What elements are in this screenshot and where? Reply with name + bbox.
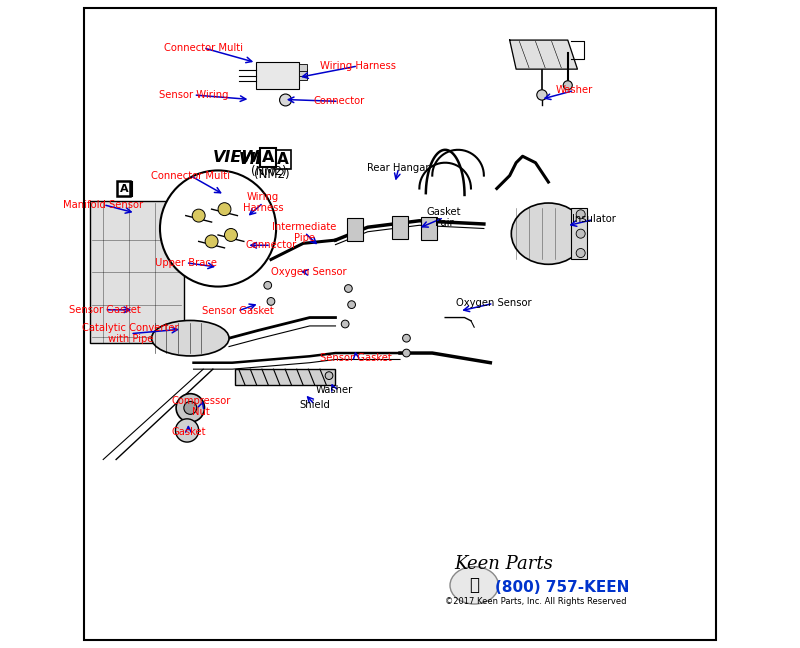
Bar [299,74,307,80]
Circle shape [176,394,205,422]
Text: Connector Multi: Connector Multi [164,43,242,53]
Text: Wiring Harness: Wiring Harness [320,61,396,71]
Circle shape [402,349,410,357]
Text: Connector Multi: Connector Multi [151,170,230,181]
Text: Catalytic Converter
with Pipe: Catalytic Converter with Pipe [82,323,178,345]
Circle shape [279,94,291,106]
Text: Connector: Connector [246,240,297,250]
Circle shape [205,235,218,248]
Bar [299,64,307,71]
Text: Sensor Gasket: Sensor Gasket [69,305,140,315]
Bar [90,202,184,343]
Text: Shield: Shield [299,400,330,410]
Text: VIEW: VIEW [239,152,283,167]
Text: (NM2): (NM2) [254,168,290,181]
Text: Washer: Washer [555,86,593,95]
Text: Gasket: Gasket [171,428,206,437]
Bar [299,69,307,76]
Ellipse shape [511,203,586,264]
Circle shape [576,249,585,257]
Text: Sensor Gasket: Sensor Gasket [202,306,274,316]
Text: Connector: Connector [313,97,364,106]
Circle shape [342,320,349,328]
Circle shape [325,372,333,380]
Circle shape [576,210,585,219]
Circle shape [218,203,231,216]
Text: Insulator: Insulator [572,214,615,224]
Text: Sensor Wiring: Sensor Wiring [158,90,228,100]
Bar [256,62,299,89]
Text: VIEW: VIEW [213,150,259,165]
Circle shape [563,81,572,90]
Bar [571,208,587,259]
Bar [392,216,408,239]
Text: Rear Hangar: Rear Hangar [367,163,430,173]
Circle shape [537,90,547,100]
Ellipse shape [151,321,229,356]
Circle shape [192,209,205,222]
Circle shape [267,297,275,305]
Text: A: A [262,150,274,165]
Text: Oxygen Sensor: Oxygen Sensor [270,268,346,277]
Text: ©2017 Keen Parts, Inc. All Rights Reserved: ©2017 Keen Parts, Inc. All Rights Reserv… [445,597,626,606]
Circle shape [264,281,272,289]
Ellipse shape [450,566,498,604]
Circle shape [175,419,198,442]
Bar [347,218,362,241]
Circle shape [225,229,238,242]
Text: (800) 757-KEEN: (800) 757-KEEN [495,580,630,595]
Text: A: A [277,152,289,167]
Text: Sensor Gasket: Sensor Gasket [320,353,392,362]
Text: Compressor
Nut: Compressor Nut [171,396,231,417]
Text: Upper Brace: Upper Brace [154,258,217,268]
Text: 🚗: 🚗 [470,576,479,594]
Circle shape [348,301,355,308]
Text: Oxygen Sensor: Oxygen Sensor [456,298,531,308]
Text: Gasket
Pair: Gasket Pair [426,207,461,228]
Circle shape [160,170,276,286]
Text: Washer: Washer [315,385,353,395]
Text: Intermediate
Pipe: Intermediate Pipe [272,222,337,243]
Text: Wiring
Harness: Wiring Harness [243,192,283,213]
Circle shape [402,334,410,342]
Text: A: A [119,183,128,194]
Circle shape [184,401,197,414]
Bar [422,217,437,240]
Text: (NM2): (NM2) [251,165,287,178]
Text: Keen Parts: Keen Parts [454,555,553,573]
Text: Manifold Sensor: Manifold Sensor [63,200,143,210]
Text: A: A [122,183,130,194]
Bar [235,369,335,386]
Polygon shape [510,40,578,69]
Circle shape [345,284,352,292]
Circle shape [576,229,585,238]
